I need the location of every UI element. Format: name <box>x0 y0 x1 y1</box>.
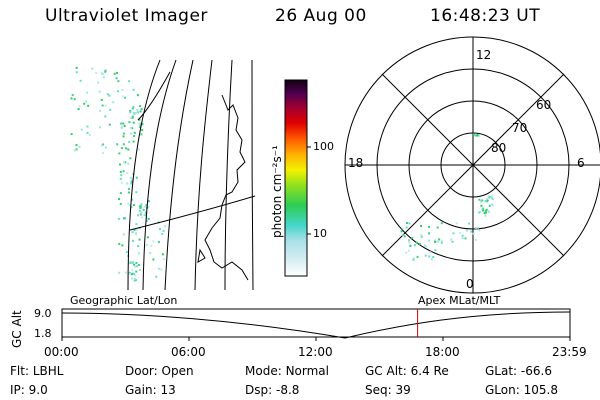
x-tick-2359: 23:59 <box>552 345 587 359</box>
mlt-label-18: 18 <box>348 156 364 170</box>
timeline-right-caption: Apex MLat/MLT <box>418 294 501 307</box>
info-ip: IP: 9.0 <box>10 383 48 397</box>
info-flt: Flt: LBHL <box>10 364 64 378</box>
lat-label-60: 60 <box>536 98 552 112</box>
x-tick-0600: 06:00 <box>171 345 206 359</box>
coastline <box>204 94 249 281</box>
info-gain: Gain: 13 <box>125 383 176 397</box>
altitude-curve <box>61 311 571 339</box>
mlt-label-12: 12 <box>476 48 492 62</box>
colorbar-gradient <box>284 79 308 277</box>
info-mode: Mode: Normal <box>245 364 329 378</box>
lat-label-70: 70 <box>512 121 528 135</box>
geo-grid-lines <box>127 59 256 291</box>
date-label: 26 Aug 00 <box>275 6 367 26</box>
info-dsp: Dsp: -8.8 <box>245 383 300 397</box>
aurora-emission-geo <box>70 66 167 282</box>
polar-diagonal-2 <box>381 73 565 257</box>
info-glon: GLon: 105.8 <box>485 383 558 397</box>
mlt-label-0: 0 <box>466 277 474 291</box>
timeline-y-tick-bottom: 1.8 <box>34 327 52 340</box>
aurora-emission-polar <box>400 133 494 261</box>
x-tick-0000: 00:00 <box>44 345 79 359</box>
info-door: Door: Open <box>125 364 194 378</box>
time-label: 16:48:23 UT <box>430 6 541 26</box>
mlt-label-6: 6 <box>577 156 585 170</box>
x-tick-1800: 18:00 <box>425 345 460 359</box>
instrument-title: Ultraviolet Imager <box>45 6 208 26</box>
colorbar-tick-100: 100 <box>313 140 334 153</box>
timeline-left-caption: Geographic Lat/Lon <box>70 294 178 307</box>
info-gc-alt: GC Alt: 6.4 Re <box>365 364 449 378</box>
timeline-y-tick-top: 9.0 <box>34 307 52 320</box>
lat-label-80: 80 <box>491 141 507 155</box>
info-seq: Seq: 39 <box>365 383 411 397</box>
info-glat: GLat: -66.6 <box>485 364 552 378</box>
colorbar-tick-10: 10 <box>313 227 327 240</box>
x-tick-1200: 12:00 <box>298 345 333 359</box>
